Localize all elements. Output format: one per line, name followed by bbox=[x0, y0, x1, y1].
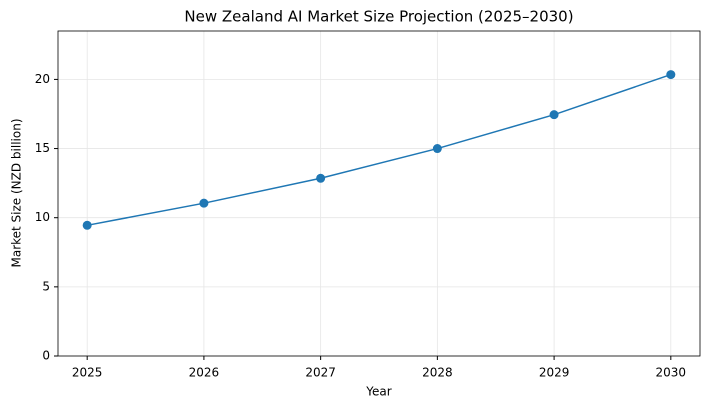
line bbox=[87, 73, 672, 227]
y-axis-label: Market Size (NZD billion) bbox=[10, 118, 24, 267]
x-axis-label: Year bbox=[365, 385, 391, 399]
x-tick-label: 2027 bbox=[305, 366, 336, 380]
marker bbox=[199, 198, 209, 208]
chart-title: New Zealand AI Market Size Projection (2… bbox=[184, 8, 573, 26]
y-tick-label: 20 bbox=[35, 72, 50, 86]
marker bbox=[316, 173, 326, 183]
marker bbox=[666, 70, 676, 80]
x-tick-label: 2026 bbox=[189, 366, 220, 380]
plot-frame bbox=[57, 30, 701, 357]
y-tick-label: 10 bbox=[35, 210, 50, 224]
x-tick-label: 2029 bbox=[539, 366, 570, 380]
y-tick-label: 5 bbox=[42, 279, 50, 293]
x-tick-label: 2030 bbox=[656, 366, 687, 380]
marker bbox=[432, 144, 442, 154]
x-tick-label: 2028 bbox=[422, 366, 453, 380]
marker bbox=[82, 220, 92, 230]
marker bbox=[549, 110, 559, 120]
y-tick-label: 15 bbox=[35, 141, 50, 155]
y-tick-label: 0 bbox=[42, 349, 50, 363]
x-tick-label: 2025 bbox=[72, 366, 103, 380]
